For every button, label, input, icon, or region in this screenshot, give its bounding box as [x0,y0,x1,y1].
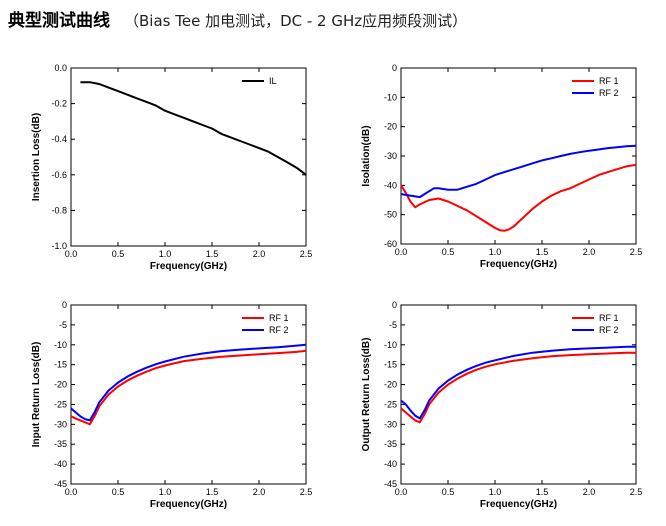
y-tick-label: -20 [384,380,397,390]
plot-frame [400,304,637,485]
y-tick-label: -60 [384,239,397,249]
y-tick-label: -50 [384,210,397,220]
y-tick-label: -0.2 [51,99,67,109]
y-tick-label: -1.0 [51,241,67,251]
y-tick-label: -25 [384,399,397,409]
x-tick-label: 2.0 [253,487,266,497]
x-tick-label: 1.0 [489,487,502,497]
x-axis-label: Frequency(GHz) [480,259,557,270]
y-tick-label: -10 [384,340,397,350]
y-tick-label: -25 [54,399,67,409]
y-tick-label: -5 [389,320,397,330]
x-axis-label: Frequency(GHz) [150,499,227,510]
y-tick-label: -40 [384,459,397,469]
x-tick-label: 0.0 [395,487,408,497]
y-tick-label: -0.6 [51,170,67,180]
y-tick-label: -30 [384,151,397,161]
series-line [400,163,637,232]
series-line [400,144,637,199]
x-tick-label: 0.5 [112,487,125,497]
y-tick-label: 0 [392,63,397,73]
legend-label: RF 1 [599,313,619,323]
x-tick-label: 0.0 [65,249,78,259]
y-tick-label: -10 [54,340,67,350]
y-tick-label: -15 [384,360,397,370]
y-tick-label: -20 [384,122,397,132]
y-tick-label: -5 [59,320,67,330]
y-tick-label: -20 [54,380,67,390]
x-tick-label: 2.0 [583,247,596,257]
plot-frame [70,67,307,247]
x-tick-label: 0.0 [395,247,408,257]
y-tick-label: -30 [384,419,397,429]
legend-label: IL [269,76,277,86]
y-tick-label: -0.8 [51,205,67,215]
y-tick-label: -40 [54,459,67,469]
y-tick-label: 0 [392,300,397,310]
x-axis-label: Frequency(GHz) [150,261,227,272]
x-tick-label: 2.5 [630,487,643,497]
legend-label: RF 2 [599,325,619,335]
x-tick-label: 0.5 [442,247,455,257]
x-tick-label: 1.5 [206,249,219,259]
x-tick-label: 2.0 [583,487,596,497]
series-line [400,351,636,424]
x-tick-label: 1.0 [159,249,172,259]
y-tick-label: 0.0 [54,63,67,73]
x-tick-label: 2.5 [630,247,643,257]
series-line [70,349,307,426]
series-line [400,345,636,420]
x-tick-label: 0.5 [112,249,125,259]
x-tick-label: 1.5 [206,487,219,497]
x-tick-label: 2.5 [300,487,313,497]
x-tick-label: 0.0 [65,487,78,497]
y-tick-label: -15 [54,360,67,370]
plot-frame [70,304,307,485]
x-tick-label: 2.0 [253,249,266,259]
legend-label: RF 2 [269,325,289,335]
x-tick-label: 1.0 [489,247,502,257]
legend-label: RF 1 [269,313,289,323]
y-tick-label: -30 [54,419,67,429]
y-tick-label: -0.4 [51,134,67,144]
y-axis-label: Insertion Loss(dB) [31,113,42,201]
page-title: 典型测试曲线 [8,11,110,31]
y-tick-label: -35 [384,439,397,449]
y-tick-label: -10 [384,92,397,102]
legend-label: RF 1 [599,76,619,86]
x-axis-label: Frequency(GHz) [480,499,557,510]
series-line [80,81,307,176]
page-header: 典型测试曲线 （Bias Tee 加电测试，DC - 2 GHz应用频段测试） [8,6,467,36]
x-tick-label: 1.5 [536,247,549,257]
y-axis-label: Output Return Loss(dB) [361,338,372,452]
page-subtitle: （Bias Tee 加电测试，DC - 2 GHz应用频段测试） [124,12,468,30]
y-tick-label: -45 [54,479,67,489]
y-tick-label: -40 [384,180,397,190]
y-tick-label: -45 [384,479,397,489]
y-tick-label: 0 [62,300,67,310]
x-tick-label: 2.5 [300,249,313,259]
y-axis-label: Isolation(dB) [361,125,372,186]
x-tick-label: 0.5 [442,487,455,497]
x-tick-label: 1.0 [159,487,172,497]
x-tick-label: 1.5 [536,487,549,497]
series-line [70,343,307,422]
y-tick-label: -35 [54,439,67,449]
legend-label: RF 2 [599,88,619,98]
y-axis-label: Input Return Loss(dB) [31,342,42,448]
